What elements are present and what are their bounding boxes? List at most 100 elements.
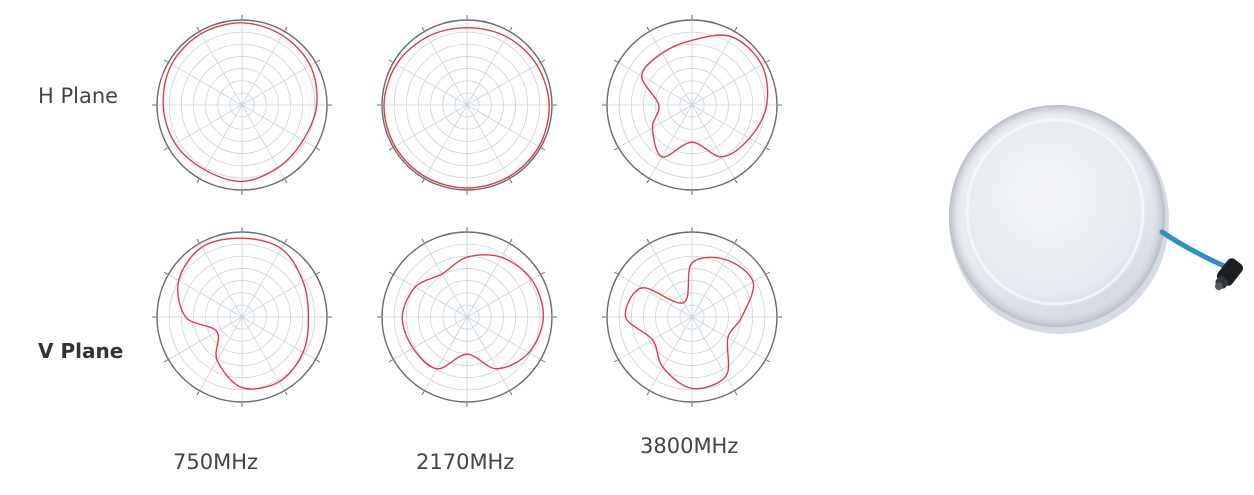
polar-plot-v-750 bbox=[147, 222, 337, 412]
radiation-pattern-series bbox=[162, 22, 318, 183]
angle-tick bbox=[196, 238, 200, 243]
angle-tick bbox=[421, 238, 425, 243]
polar-plot-h-750 bbox=[147, 10, 337, 200]
grid-spoke bbox=[168, 104, 243, 148]
angle-tick bbox=[163, 59, 168, 63]
grid-spoke bbox=[199, 243, 243, 318]
grid-spoke bbox=[649, 316, 693, 391]
frequency-label-3800: 3800MHz bbox=[640, 434, 739, 458]
angle-tick bbox=[316, 59, 321, 63]
angle-tick bbox=[163, 147, 168, 151]
angle-tick bbox=[541, 359, 546, 363]
radiation-pattern-series bbox=[383, 27, 550, 189]
grid-spoke bbox=[199, 316, 243, 391]
angle-tick bbox=[196, 26, 200, 31]
angle-tick bbox=[284, 391, 288, 396]
angle-tick bbox=[316, 147, 321, 151]
angle-tick bbox=[613, 359, 618, 363]
polar-plot-v-2170 bbox=[372, 222, 562, 412]
grid-spoke bbox=[466, 31, 510, 106]
grid-spoke bbox=[199, 104, 243, 179]
outer-ring bbox=[156, 19, 328, 191]
angle-tick bbox=[646, 238, 650, 243]
angle-tick bbox=[613, 271, 618, 275]
grid-spoke bbox=[424, 243, 468, 318]
grid-spoke bbox=[168, 62, 243, 106]
grid-spoke bbox=[691, 243, 735, 318]
angle-tick bbox=[284, 179, 288, 184]
angle-tick bbox=[734, 238, 738, 243]
angle-tick bbox=[734, 179, 738, 184]
grid-spoke bbox=[466, 316, 510, 391]
radiation-pattern-series bbox=[177, 237, 310, 390]
grid-spoke bbox=[691, 316, 766, 360]
grid-spoke bbox=[691, 31, 735, 106]
grid-spoke bbox=[466, 274, 541, 318]
angle-tick bbox=[163, 359, 168, 363]
grid-spoke bbox=[393, 104, 468, 148]
radiation-pattern-series bbox=[401, 254, 545, 370]
outer-ring bbox=[381, 19, 553, 191]
grid-spoke bbox=[168, 316, 243, 360]
angle-tick bbox=[541, 147, 546, 151]
angle-tick bbox=[646, 179, 650, 184]
grid-spoke bbox=[618, 62, 693, 106]
angle-tick bbox=[766, 59, 771, 63]
grid-spoke bbox=[168, 274, 243, 318]
grid-spoke bbox=[241, 243, 285, 318]
grid-spoke bbox=[241, 62, 316, 106]
angle-tick bbox=[766, 147, 771, 151]
angle-tick bbox=[421, 391, 425, 396]
polar-plot-v-3800 bbox=[597, 222, 787, 412]
angle-tick bbox=[766, 359, 771, 363]
frequency-label-2170: 2170MHz bbox=[416, 450, 515, 474]
polar-plot-h-2170 bbox=[372, 10, 562, 200]
grid-spoke bbox=[393, 62, 468, 106]
grid-spoke bbox=[393, 274, 468, 318]
angle-tick bbox=[284, 26, 288, 31]
grid-spoke bbox=[424, 104, 468, 179]
angle-tick bbox=[734, 391, 738, 396]
angle-tick bbox=[163, 271, 168, 275]
grid-spoke bbox=[618, 104, 693, 148]
angle-tick bbox=[613, 147, 618, 151]
grid-spoke bbox=[649, 104, 693, 179]
angle-tick bbox=[196, 179, 200, 184]
grid-spoke bbox=[691, 104, 766, 148]
angle-tick bbox=[646, 26, 650, 31]
grid-spoke bbox=[466, 104, 541, 148]
outer-ring bbox=[381, 231, 553, 403]
h-plane-label: H Plane bbox=[38, 84, 119, 108]
grid-spoke bbox=[691, 316, 735, 391]
angle-tick bbox=[613, 59, 618, 63]
angle-tick bbox=[421, 179, 425, 184]
outer-ring bbox=[606, 231, 778, 403]
grid-spoke bbox=[393, 316, 468, 360]
grid-spoke bbox=[649, 31, 693, 106]
radiation-pattern-series bbox=[624, 256, 755, 390]
angle-tick bbox=[509, 238, 513, 243]
grid-spoke bbox=[466, 243, 510, 318]
outer-ring bbox=[606, 19, 778, 191]
frequency-label-750: 750MHz bbox=[173, 450, 259, 474]
grid-spoke bbox=[241, 316, 285, 391]
angle-tick bbox=[388, 59, 393, 63]
polar-plot-h-3800 bbox=[597, 10, 787, 200]
angle-tick bbox=[388, 271, 393, 275]
grid-spoke bbox=[241, 31, 285, 106]
angle-tick bbox=[509, 26, 513, 31]
grid-spoke bbox=[466, 104, 510, 179]
ceiling-antenna-image bbox=[930, 60, 1254, 390]
grid-spoke bbox=[466, 62, 541, 106]
grid-spoke bbox=[691, 104, 735, 179]
angle-tick bbox=[646, 391, 650, 396]
angle-tick bbox=[388, 147, 393, 151]
grid-spoke bbox=[649, 243, 693, 318]
angle-tick bbox=[766, 271, 771, 275]
grid-spoke bbox=[691, 62, 766, 106]
grid-spoke bbox=[424, 316, 468, 391]
grid-spoke bbox=[199, 31, 243, 106]
angle-tick bbox=[388, 359, 393, 363]
angle-tick bbox=[196, 391, 200, 396]
angle-tick bbox=[734, 26, 738, 31]
